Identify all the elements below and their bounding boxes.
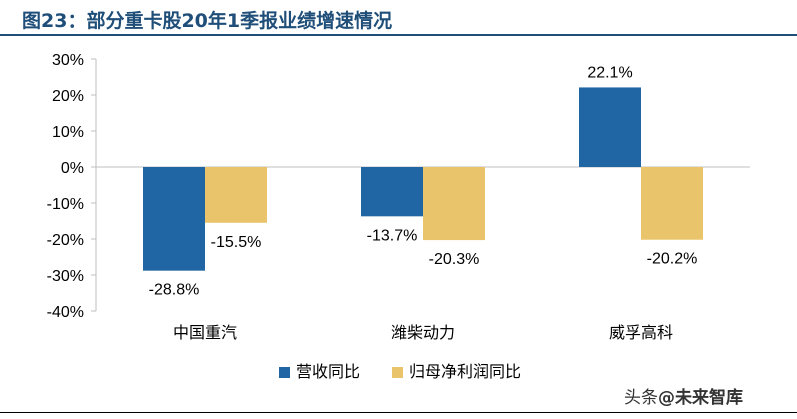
legend-label: 归母净利润同比: [409, 362, 521, 381]
category-labels: 中国重汽 潍柴动力 威孚高科: [173, 323, 673, 342]
bar: [423, 167, 485, 241]
bar: [641, 167, 703, 240]
bar-data-labels: -28.8% -15.5% -13.7% -20.3% 22.1% -20.2%: [149, 64, 698, 298]
title-bar: 图23：部分重卡股20年1季报业绩增速情况: [0, 0, 797, 36]
bar: [205, 167, 267, 223]
watermark: 头条@未来智库: [624, 383, 743, 408]
bar-data-label: -20.2%: [647, 251, 698, 268]
y-tick-label: -10%: [47, 196, 84, 213]
y-tick-label: 20%: [52, 88, 84, 105]
bar: [143, 167, 205, 271]
bar-data-label: 22.1%: [587, 64, 632, 81]
legend-swatch: [392, 367, 403, 378]
bar-data-label: -20.3%: [429, 251, 480, 268]
footer-divider: [0, 412, 797, 413]
category-label: 中国重汽: [173, 323, 237, 342]
legend-label: 营收同比: [296, 362, 360, 381]
bar-chart: 30% 20% 10% 0% -10% -20% -30% -40% -28.8% -15.5%…: [47, 52, 750, 381]
y-axis-ticks: 30% 20% 10% 0% -10% -20% -30% -40%: [47, 52, 96, 321]
bar-data-label: -13.7%: [367, 227, 418, 244]
y-tick-label: -20%: [47, 232, 84, 249]
bar: [579, 87, 641, 167]
page-title: 图23：部分重卡股20年1季报业绩增速情况: [22, 10, 393, 32]
legend: 营收同比 归母净利润同比: [279, 362, 521, 381]
y-tick-label: 0%: [61, 160, 84, 177]
bar: [361, 167, 423, 217]
bar-data-label: -28.8%: [149, 282, 200, 299]
category-label: 潍柴动力: [391, 323, 455, 342]
y-tick-label: 10%: [52, 124, 84, 141]
watermark-handle: @未来智库: [658, 388, 743, 408]
bars: [143, 87, 703, 271]
legend-swatch: [279, 367, 290, 378]
y-tick-label: 30%: [52, 52, 84, 69]
y-tick-label: -30%: [47, 268, 84, 285]
y-tick-label: -40%: [47, 304, 84, 321]
category-label: 威孚高科: [609, 323, 673, 342]
watermark-prefix: 头条: [624, 388, 658, 408]
bar-data-label: -15.5%: [211, 234, 262, 251]
